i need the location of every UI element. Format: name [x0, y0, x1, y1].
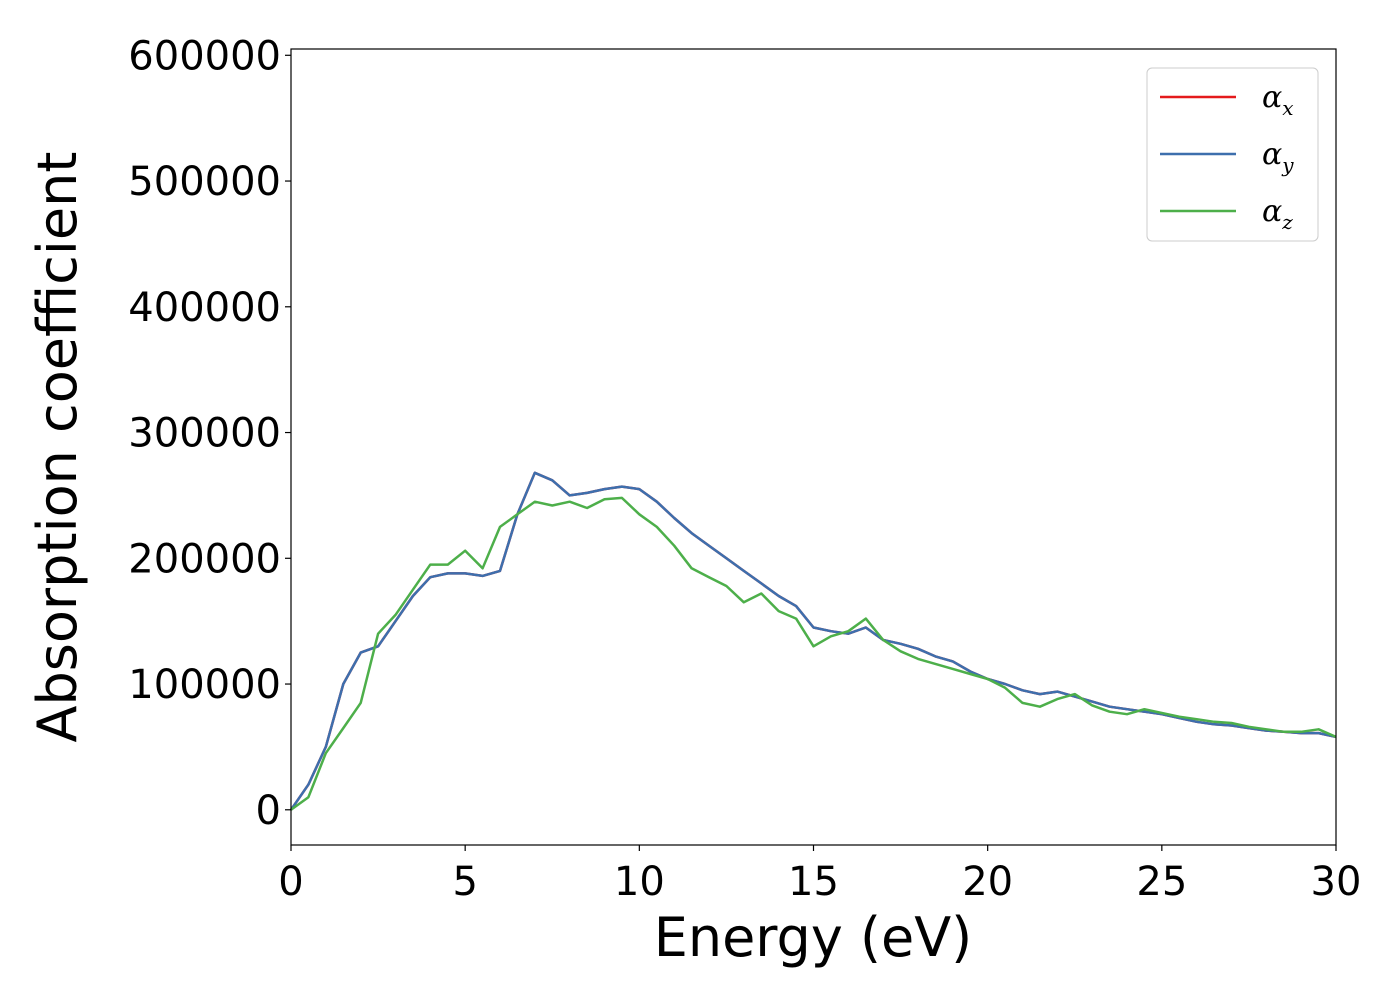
y-tick-label: 200000	[128, 536, 281, 582]
y-tick-label: 500000	[128, 159, 281, 205]
x-axis-title: Energy (eV)	[654, 906, 973, 969]
x-tick-label: 25	[1136, 859, 1187, 905]
legend-label-x: αx	[1262, 80, 1294, 120]
y-tick-label: 300000	[128, 411, 281, 457]
series-line-z	[290, 496, 1337, 811]
x-tick-label: 15	[788, 859, 839, 905]
x-tick-label: 0	[278, 859, 303, 905]
x-tick-label: 5	[452, 859, 477, 905]
y-tick-label: 0	[256, 788, 281, 834]
legend: αx αy αz	[1146, 67, 1319, 242]
series-layer	[289, 471, 1337, 811]
y-axis-title: Absorption coefficient	[26, 152, 89, 743]
x-axis: 0 5 10 15 20 25 30	[278, 845, 1361, 905]
legend-label-y: αy	[1262, 137, 1294, 177]
y-tick-label: 100000	[128, 662, 281, 708]
y-tick-label: 600000	[128, 33, 281, 79]
x-tick-label: 10	[614, 859, 665, 905]
y-axis: 0 100000 200000 300000 400000 500000 600000	[128, 33, 291, 834]
legend-label-z: αz	[1262, 194, 1293, 234]
x-tick-label: 30	[1311, 859, 1362, 905]
x-tick-label: 20	[962, 859, 1013, 905]
y-tick-label: 400000	[128, 285, 281, 331]
